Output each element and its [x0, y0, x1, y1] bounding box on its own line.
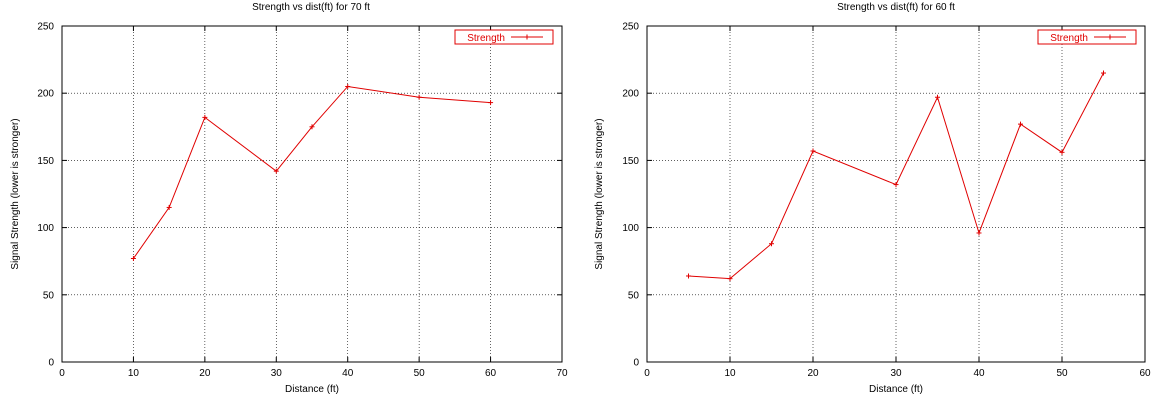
legend: Strength: [454, 29, 554, 45]
chart-title: Strength vs dist(ft) for 60 ft: [837, 2, 955, 13]
y-tick-label: 100: [37, 223, 54, 234]
legend: Strength: [1037, 29, 1137, 45]
data-point: [488, 100, 494, 106]
x-tick-label: 10: [128, 368, 140, 379]
x-tick-label: 10: [724, 368, 736, 379]
data-point: [810, 148, 816, 154]
data-point: [769, 241, 774, 247]
y-tick-label: 150: [622, 156, 639, 167]
data-point: [1101, 70, 1106, 76]
x-tick-label: 70: [556, 368, 568, 379]
data-point: [976, 230, 982, 236]
data-point: [130, 256, 136, 262]
data-point: [202, 114, 208, 120]
data-point: [727, 276, 733, 282]
legend-label: Strength: [1050, 33, 1088, 44]
x-tick-label: 30: [271, 368, 283, 379]
data-point: [893, 182, 899, 188]
y-axis-label: Signal Strength (lower is stronger): [594, 118, 605, 269]
data-point: [345, 83, 351, 89]
data-point: [309, 124, 315, 130]
x-tick-label: 20: [807, 368, 819, 379]
legend-label: Strength: [467, 33, 505, 44]
x-tick-label: 0: [644, 368, 650, 379]
chart-1: Strength vs dist(ft) for 70 ft 0 10 20 30 40 5…: [10, 2, 568, 395]
x-tick-label: 40: [973, 368, 985, 379]
y-tick-label: 100: [622, 223, 639, 234]
x-tick-label: 50: [414, 368, 426, 379]
y-tick-label: 250: [622, 22, 639, 33]
y-tick-label: 200: [37, 89, 54, 100]
y-tick-label: 250: [37, 22, 54, 33]
data-point: [1059, 149, 1065, 155]
y-tick-label: 150: [37, 156, 54, 167]
x-tick-label: 0: [59, 368, 65, 379]
plot-frame: [61, 25, 563, 363]
data-point: [273, 168, 279, 174]
x-tick-label: 40: [342, 368, 354, 379]
x-tick-label: 60: [485, 368, 497, 379]
legend-box: [1037, 29, 1137, 45]
y-tick-label: 50: [628, 290, 640, 301]
x-tick-label: 20: [199, 368, 211, 379]
series-line-strength: [688, 72, 1104, 280]
y-tick-label: 50: [43, 290, 55, 301]
y-tick-label: 0: [633, 358, 639, 369]
y-axis-label: Signal Strength (lower is stronger): [10, 118, 21, 269]
x-tick-label: 30: [890, 368, 902, 379]
x-tick-label: 50: [1056, 368, 1068, 379]
data-point: [935, 94, 940, 100]
chart-title: Strength vs dist(ft) for 70 ft: [252, 2, 370, 13]
data-point: [686, 273, 691, 279]
data-point: [1018, 121, 1023, 127]
x-tick-label: 60: [1139, 368, 1151, 379]
legend-box: [454, 29, 554, 45]
data-point: [166, 204, 172, 210]
y-tick-label: 0: [48, 358, 54, 369]
y-tick-label: 200: [622, 89, 639, 100]
series-line-strength: [133, 85, 491, 259]
chart-2: Strength vs dist(ft) for 60 ft 0 10 20 30 40 5…: [594, 2, 1151, 395]
x-axis-label: Distance (ft): [285, 384, 339, 395]
x-axis-label: Distance (ft): [869, 384, 923, 395]
data-point: [416, 94, 422, 100]
